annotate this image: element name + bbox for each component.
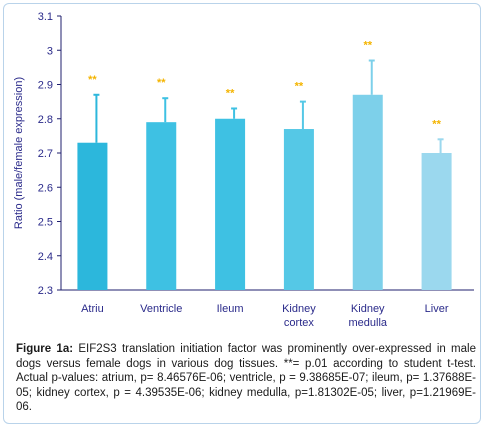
y-tick-label: 2.6 (38, 182, 53, 194)
caption-text: EIF2S3 translation initiation factor was… (16, 343, 476, 413)
significance-label: ** (226, 87, 235, 99)
figure-frame: 2.3 2.4 2.5 2.6 2.7 2.8 2.9 3 3.1 Ratio (male/fem… (3, 3, 481, 424)
x-tick-label: Ileum (217, 303, 244, 315)
bar-chart: 2.3 2.4 2.5 2.6 2.7 2.8 2.9 3 3.1 Ratio (male/fem… (13, 11, 474, 329)
bar (215, 118, 246, 290)
significance-label: ** (88, 74, 97, 86)
significance-label: ** (432, 118, 441, 130)
significance-label: ** (157, 77, 166, 89)
bar (352, 94, 383, 291)
x-tick-label: Ventricle (140, 303, 182, 315)
y-tick-label: 3.1 (38, 11, 53, 23)
caption-label: Figure 1a: (16, 343, 74, 355)
bar (421, 153, 452, 290)
y-tick-label: 2.5 (38, 217, 53, 229)
x-tick-label: Kidney (351, 303, 385, 315)
y-tick-label: 3 (47, 45, 53, 57)
bar (283, 129, 314, 290)
y-tick-label: 2.9 (38, 80, 53, 92)
x-tick-label: cortex (284, 317, 314, 329)
y-tick-label: 2.3 (38, 285, 53, 297)
y-tick-label: 2.8 (38, 114, 53, 126)
x-tick-label: Kidney (282, 303, 316, 315)
x-tick-label: medulla (348, 317, 387, 329)
figure-caption: Figure 1a: EIF2S3 translation initiation… (16, 342, 476, 415)
x-tick-label: Liver (425, 303, 449, 315)
bar (77, 142, 108, 290)
significance-label: ** (363, 40, 372, 52)
x-tick-label: Atriu (81, 303, 104, 315)
significance-label: ** (295, 81, 304, 93)
bar (146, 122, 177, 290)
y-tick-label: 2.4 (38, 251, 53, 263)
y-axis-title: Ratio (male/female expression) (13, 77, 25, 229)
y-tick-label: 2.7 (38, 148, 53, 160)
